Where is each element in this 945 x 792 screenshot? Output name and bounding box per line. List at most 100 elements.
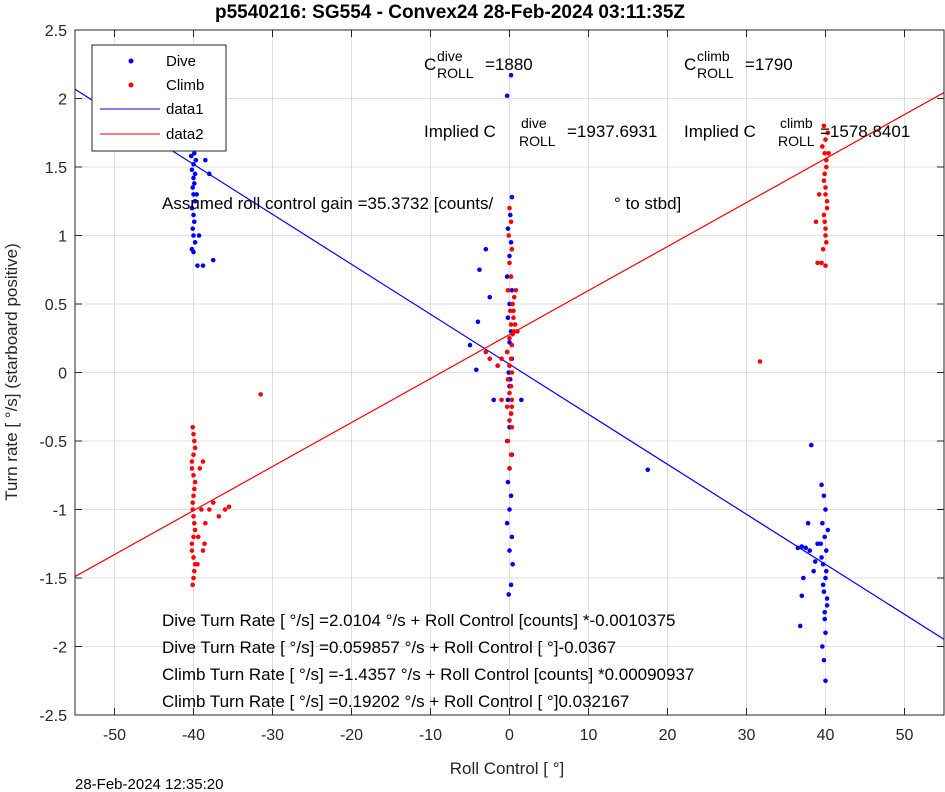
climb-point xyxy=(513,288,519,293)
climb-point xyxy=(511,294,517,300)
implied-c-dive-prefix: Implied C xyxy=(424,122,496,141)
climb-point xyxy=(509,425,515,430)
y-tick-label: 1 xyxy=(58,229,67,246)
climb-point xyxy=(200,459,206,464)
dive-point xyxy=(190,226,196,231)
dive-point xyxy=(191,181,197,186)
climb-point xyxy=(508,383,514,389)
dive-point xyxy=(824,603,830,608)
dive-point xyxy=(475,319,481,325)
climb-point xyxy=(190,425,196,430)
c-roll-dive-sup: dive xyxy=(437,48,463,64)
dive-point xyxy=(823,678,828,684)
climb-point xyxy=(813,219,819,225)
climb-point xyxy=(509,246,515,252)
implied-c-climb-sup: climb xyxy=(780,115,813,131)
y-tick-label: 1.5 xyxy=(45,160,67,177)
c-roll-climb-sub: ROLL xyxy=(697,65,734,81)
climb-point xyxy=(815,260,820,266)
climb-point xyxy=(823,185,828,190)
climb-point xyxy=(191,486,197,492)
y-tick-label: -0.5 xyxy=(39,434,67,451)
climb-point xyxy=(504,349,510,355)
dive-point xyxy=(819,555,824,560)
dive-point xyxy=(477,267,482,273)
climb-point xyxy=(509,404,515,410)
dive-point xyxy=(467,342,473,348)
series-line-data2 xyxy=(74,92,945,578)
dive-point xyxy=(504,93,510,99)
dive-point xyxy=(191,219,197,225)
climb-point xyxy=(507,335,512,341)
dive-point xyxy=(818,541,824,547)
dive-point xyxy=(200,263,206,268)
climb-point xyxy=(207,507,212,512)
dive-point xyxy=(192,198,198,204)
x-tick-label: 40 xyxy=(817,727,835,744)
dive-point xyxy=(508,493,514,499)
dive-point xyxy=(799,544,805,549)
climb-point xyxy=(510,331,515,337)
dive-point xyxy=(825,527,831,533)
legend-dive-marker xyxy=(128,58,134,64)
climb-point xyxy=(258,392,263,397)
dive-point xyxy=(823,630,828,636)
climb-point xyxy=(823,164,829,170)
climb-point xyxy=(192,479,198,485)
dive-point xyxy=(195,263,200,268)
climb-point xyxy=(507,418,512,423)
climb-point xyxy=(507,308,513,314)
climb-point xyxy=(191,575,196,581)
dive-point xyxy=(807,548,812,553)
climb-point xyxy=(826,151,831,156)
climb-point xyxy=(824,205,830,211)
climb-point xyxy=(507,466,512,471)
c-roll-dive-letter: C xyxy=(424,55,436,74)
climb-point xyxy=(197,466,203,471)
climb-point xyxy=(823,263,828,268)
dive-point xyxy=(190,185,196,190)
climb-point xyxy=(499,356,504,362)
dive-point xyxy=(194,192,199,197)
dive-point xyxy=(203,157,208,163)
climb-point xyxy=(191,568,197,574)
x-tick-label: 0 xyxy=(505,727,514,744)
dive-point xyxy=(507,548,512,553)
x-tick-label: -10 xyxy=(419,727,442,744)
dive-point xyxy=(519,397,524,403)
climb-point xyxy=(190,507,196,512)
climb-point xyxy=(190,500,196,505)
fit-line-dive-degrees: Dive Turn Rate [ °/s] =0.059857 °/s + Ro… xyxy=(162,638,616,657)
climb-point xyxy=(192,527,198,533)
climb-point xyxy=(499,397,504,403)
y-tick-label: 0 xyxy=(58,366,67,383)
climb-point xyxy=(507,363,512,368)
climb-point xyxy=(824,198,830,204)
dive-point xyxy=(808,442,814,448)
dive-point xyxy=(191,151,197,156)
climb-point xyxy=(508,322,514,327)
dive-point xyxy=(507,253,512,259)
climb-point xyxy=(190,582,196,588)
dive-point xyxy=(207,171,212,177)
climb-point xyxy=(508,411,514,416)
x-axis-label: Roll Control [ °] xyxy=(450,759,565,778)
y-tick-label: -2 xyxy=(53,640,67,657)
implied-c-dive-sup: dive xyxy=(521,115,547,131)
climb-point xyxy=(816,192,822,197)
climb-point xyxy=(505,288,511,293)
climb-point xyxy=(226,504,232,510)
fit-line-climb-counts: Climb Turn Rate [ °/s] =-1.4357 °/s + Ro… xyxy=(162,665,694,684)
climb-point xyxy=(191,431,196,437)
roll-gain-text: Assumed roll control gain =35.3732 [coun… xyxy=(162,194,494,213)
climb-point xyxy=(823,233,828,238)
c-roll-climb-annotation: C climb ROLL =1790 xyxy=(684,48,793,81)
dive-point xyxy=(508,72,514,78)
dive-point xyxy=(803,545,809,551)
legend: Dive Climb data1 data2 xyxy=(91,44,227,152)
climb-point xyxy=(821,178,827,183)
dive-point xyxy=(192,240,198,245)
climb-point xyxy=(191,493,196,499)
dive-point xyxy=(824,596,830,601)
dive-point xyxy=(508,240,514,245)
